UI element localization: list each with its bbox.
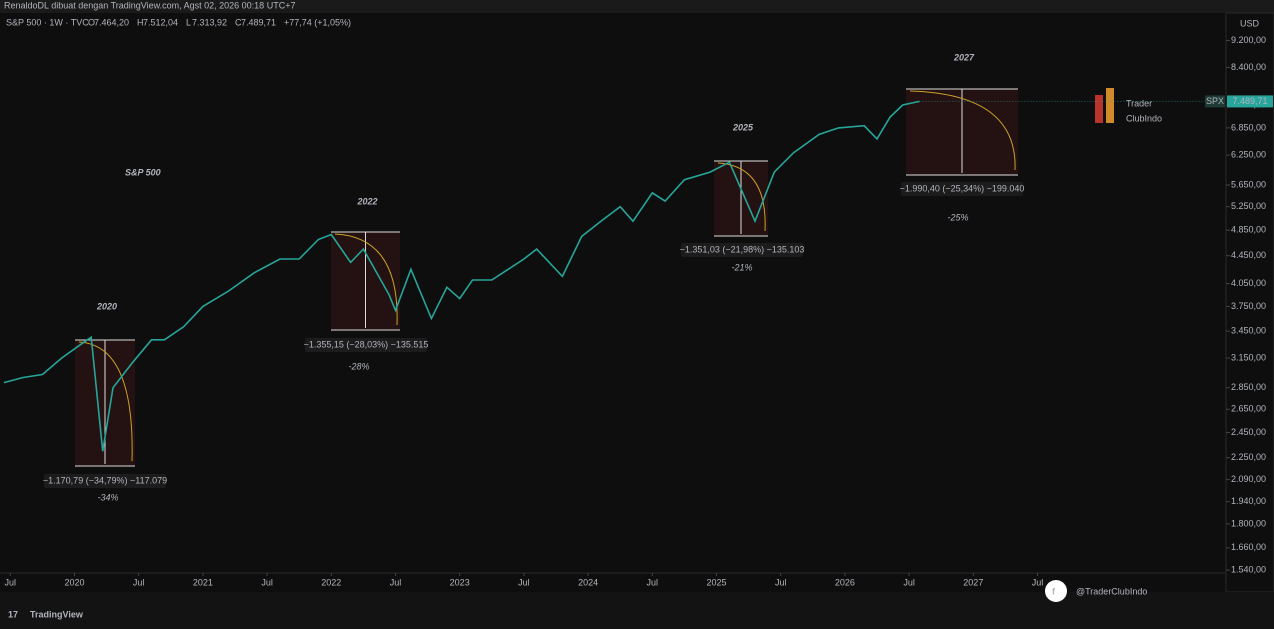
- x-tick-label: Jul: [903, 577, 915, 587]
- x-tick-label: Jul: [133, 577, 145, 587]
- y-tick-label: 2.090,00: [1231, 474, 1266, 484]
- ohlc-value: 7.512,04: [143, 17, 178, 27]
- logo-bar: [1095, 95, 1103, 123]
- y-tick-label: 1.660,00: [1231, 542, 1266, 552]
- chart-title: S&P 500: [125, 167, 161, 177]
- y-tick-label: 2.650,00: [1231, 404, 1266, 414]
- x-tick-label: 2023: [450, 577, 470, 587]
- measure-bg: [681, 243, 803, 257]
- facebook-icon-glyph: f: [1052, 586, 1056, 596]
- y-tick-label: 1.800,00: [1231, 518, 1266, 528]
- measure-bg: [305, 338, 427, 352]
- y-tick-label: 1.540,00: [1231, 564, 1266, 574]
- year-label: 2027: [953, 52, 975, 62]
- percent-label: -25%: [947, 212, 968, 222]
- y-tick-label: 3.750,00: [1231, 301, 1266, 311]
- price-axis: [1225, 12, 1274, 593]
- brand: TradingView: [30, 609, 84, 619]
- measure-label: −1.170,79 (−34,79%) −117.079: [43, 475, 167, 485]
- measure-label: −1.351,03 (−21,98%) −135.103: [680, 244, 805, 254]
- percent-label: -21%: [731, 262, 752, 272]
- symbol-tag: [1205, 95, 1225, 108]
- x-tick-label: 2026: [835, 577, 855, 587]
- symbol: S&P 500 · 1W · TVC: [6, 17, 89, 27]
- percent-label: -34%: [97, 492, 118, 502]
- logo-bar: [1106, 88, 1114, 123]
- logo-text: Trader: [1126, 98, 1152, 108]
- y-tick-label: 3.450,00: [1231, 325, 1266, 335]
- footer-bar: [0, 592, 1274, 629]
- x-tick-label: Jul: [390, 577, 402, 587]
- x-tick-label: Jul: [775, 577, 787, 587]
- currency: USD: [1240, 18, 1260, 28]
- y-tick-label: 1.940,00: [1231, 496, 1266, 506]
- social-handle: @TraderClubIndo: [1076, 586, 1147, 596]
- curve-arrow: [909, 90, 1016, 171]
- top-bar: [0, 0, 1274, 13]
- x-tick-label: 2027: [963, 577, 983, 587]
- measure-label: −1.990,40 (−25,34%) −199.040: [900, 183, 1025, 193]
- y-tick-label: 5.650,00: [1231, 179, 1266, 189]
- measure-label: −1.355,15 (−28,03%) −135.515: [304, 339, 429, 349]
- y-tick-label: 9.200,00: [1231, 35, 1266, 45]
- y-tick-label: 4.850,00: [1231, 225, 1266, 235]
- ohlc-change: +77,74 (+1,05%): [284, 17, 351, 27]
- x-tick-label: 2025: [706, 577, 726, 587]
- y-tick-label: 2.250,00: [1231, 452, 1266, 462]
- author-line: RenaldoDL dibuat dengan TradingView.com,…: [4, 0, 295, 10]
- ohlc-value: 7.489,71: [241, 17, 276, 27]
- y-tick-label: 5.250,00: [1231, 201, 1266, 211]
- ohlc-key: O: [88, 17, 95, 27]
- ohlc-key: C: [235, 17, 242, 27]
- x-tick-label: Jul: [5, 577, 17, 587]
- year-label: 2025: [732, 122, 754, 132]
- brand-icon: 17: [8, 609, 18, 619]
- facebook-icon: [1045, 580, 1067, 602]
- ohlc-value: 7.464,20: [94, 17, 129, 27]
- percent-label: -28%: [348, 361, 369, 371]
- x-tick-label: 2024: [578, 577, 598, 587]
- ohlc-key: H: [137, 17, 144, 27]
- year-label: 2020: [96, 301, 117, 311]
- last-price-tag: [1227, 95, 1273, 108]
- x-tick-label: Jul: [647, 577, 659, 587]
- x-tick-label: Jul: [261, 577, 273, 587]
- y-tick-label: 2.450,00: [1231, 427, 1266, 437]
- measure-bg: [44, 474, 166, 488]
- logo: Trader ClubIndo: [1095, 88, 1162, 123]
- y-tick-label: 6.850,00: [1231, 122, 1266, 132]
- x-tick-label: Jul: [1032, 577, 1044, 587]
- y-tick-label: 4.050,00: [1231, 278, 1266, 288]
- y-tick-label: 2.850,00: [1231, 382, 1266, 392]
- y-tick-label: 3.150,00: [1231, 352, 1266, 362]
- y-tick-label: 6.250,00: [1231, 149, 1266, 159]
- year-label: 2022: [356, 196, 377, 206]
- price-line: [3, 100, 920, 452]
- curve-arrow: [78, 341, 133, 462]
- last-price-label: 7.489,71: [1232, 96, 1267, 106]
- ohlc-value: 7.313,92: [192, 17, 227, 27]
- y-tick-label: 8.400,00: [1231, 62, 1266, 72]
- curve-arrow: [717, 162, 766, 232]
- x-tick-label: Jul: [518, 577, 530, 587]
- ohlc-key: L: [186, 17, 191, 27]
- y-tick-label: 4.450,00: [1231, 250, 1266, 260]
- x-tick-label: 2021: [193, 577, 213, 587]
- measure-bg: [901, 182, 1023, 196]
- x-tick-label: 2022: [321, 577, 341, 587]
- x-tick-label: 2020: [64, 577, 84, 587]
- logo-text: ClubIndo: [1126, 113, 1162, 123]
- symbol-tag-label: SPX: [1206, 96, 1224, 106]
